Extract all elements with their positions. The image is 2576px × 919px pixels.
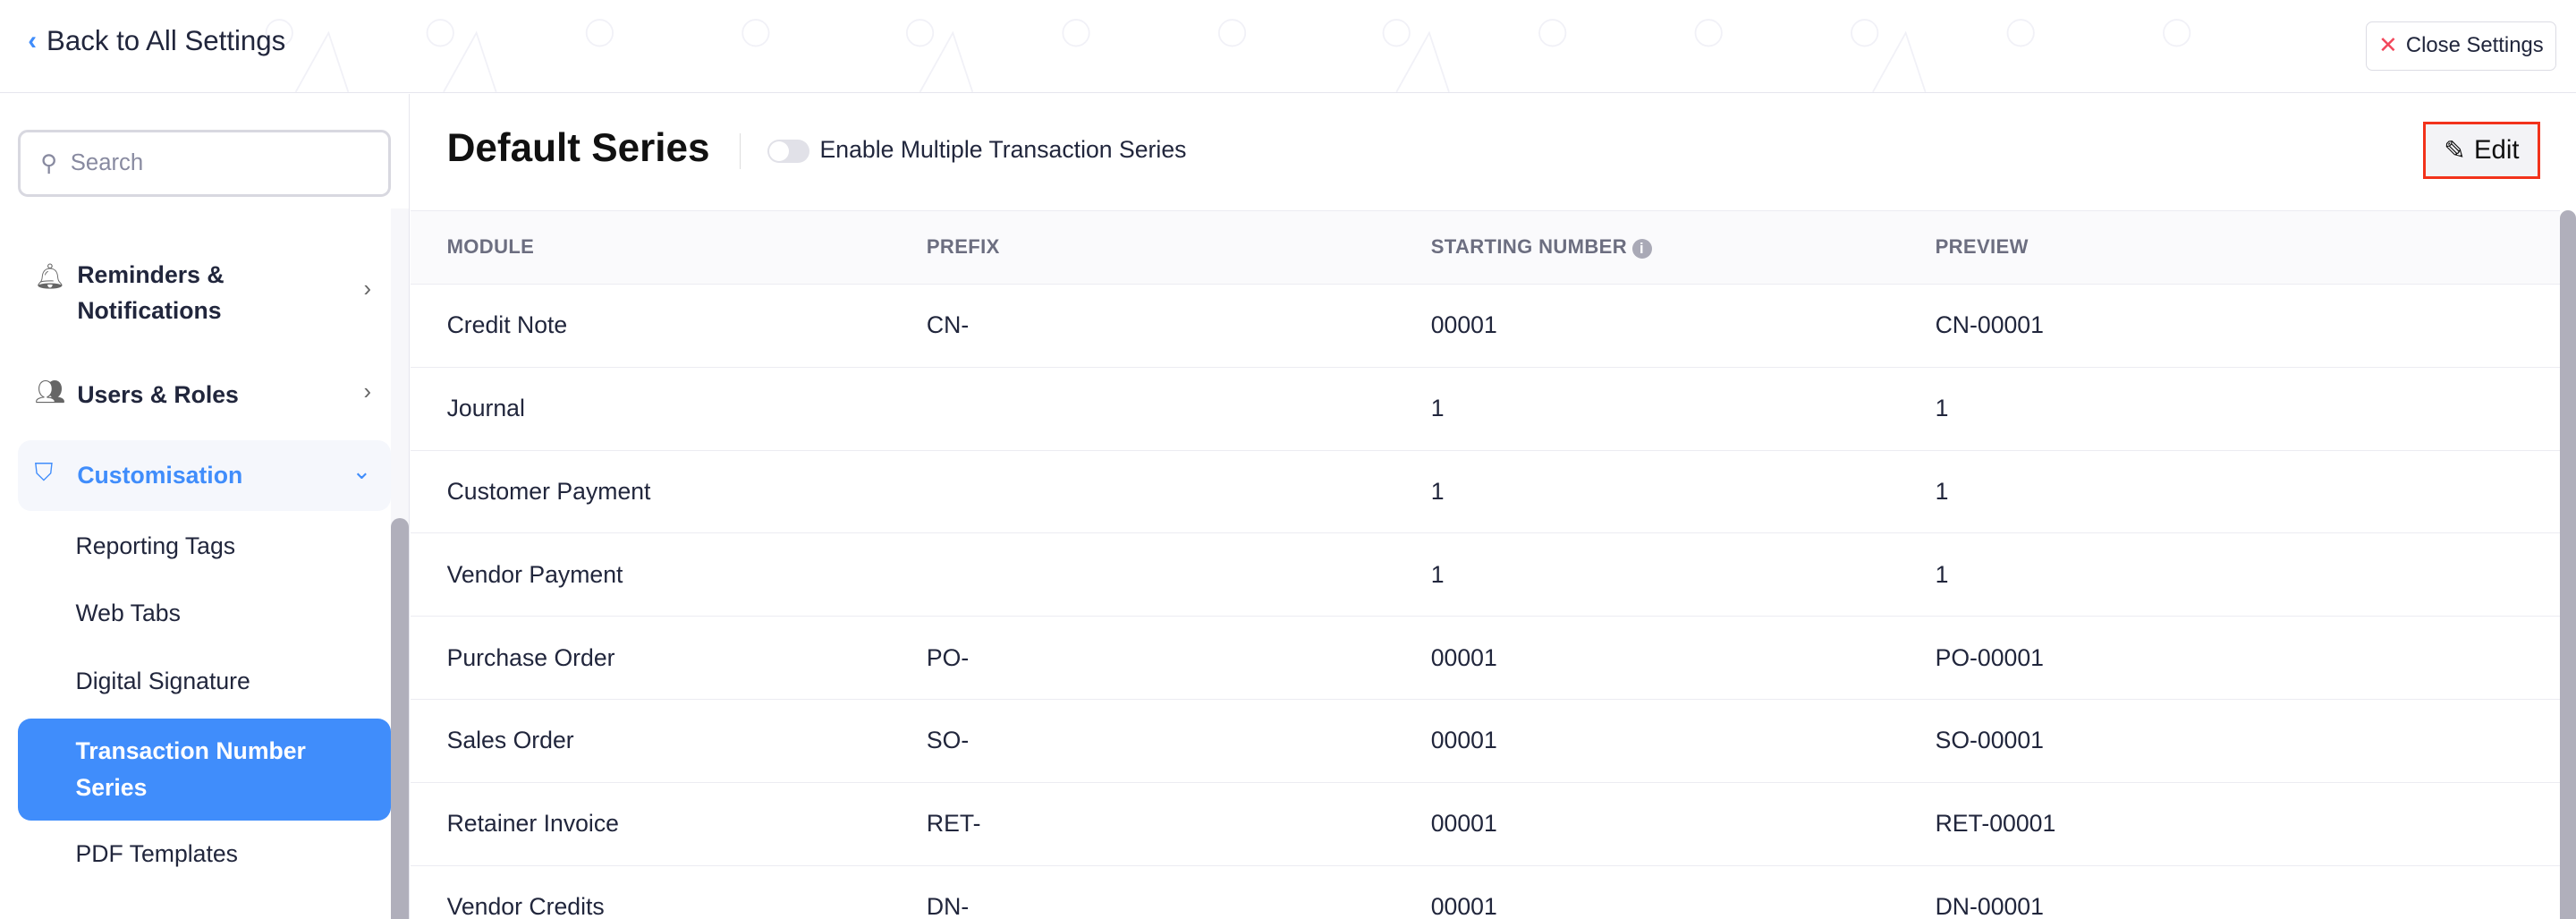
back-to-settings-link[interactable]: ‹ Back to All Settings: [28, 25, 285, 57]
chevron-down-icon: ⌄: [352, 459, 372, 485]
main-scrollbar[interactable]: [2559, 210, 2576, 919]
sidebar-subitem-label: Transaction Number Series: [75, 737, 306, 801]
column-header-label: STARTING NUMBER: [1430, 235, 1628, 259]
table-row: Retainer Invoice RET- 00001 RET-00001: [411, 782, 2560, 866]
cell-starting-number: 00001: [1428, 284, 1934, 368]
close-settings-button[interactable]: ✕ Close Settings: [2365, 21, 2556, 71]
cell-preview: 1: [1933, 367, 2560, 451]
chevron-right-icon: ›: [363, 276, 372, 302]
sidebar-subitem-web-tabs[interactable]: Web Tabs: [75, 600, 181, 627]
cell-starting-number: 1: [1428, 450, 1934, 534]
cell-starting-number: 00001: [1428, 699, 1934, 783]
cell-starting-number: 00001: [1428, 865, 1934, 919]
cell-prefix: SO-: [925, 699, 1429, 783]
customisation-icon: ⛉: [34, 458, 54, 487]
chevron-right-icon: ›: [363, 379, 372, 405]
search-input[interactable]: ⚲ Search: [18, 130, 392, 198]
table-row: Customer Payment 1 1: [411, 450, 2560, 534]
sidebar-item-reminders[interactable]: 🔔︎ Reminders & Notifications ›: [18, 257, 391, 336]
table-row: Vendor Credits DN- 00001 DN-00001: [411, 865, 2560, 919]
cell-prefix: [925, 532, 1429, 617]
bell-icon: 🔔︎: [34, 262, 66, 291]
chevron-left-icon: ‹: [28, 25, 38, 55]
table-row: Vendor Payment 1 1: [411, 532, 2560, 617]
cell-prefix: RET-: [925, 782, 1429, 866]
cell-preview: RET-00001: [1933, 782, 2560, 866]
sidebar-item-users-roles[interactable]: 👥︎ Users & Roles ›: [18, 377, 391, 413]
pencil-icon: ✎: [2444, 135, 2466, 166]
search-icon: ⚲: [40, 150, 58, 176]
cell-starting-number: 00001: [1428, 782, 1934, 866]
cell-module: Vendor Payment: [411, 532, 926, 617]
cell-module: Retainer Invoice: [411, 782, 926, 866]
cell-module: Customer Payment: [411, 450, 926, 534]
cell-module: Sales Order: [411, 699, 926, 783]
multiple-series-toggle[interactable]: [767, 140, 810, 163]
sidebar: ⚲ Search 🔔︎ Reminders & Notifications › …: [0, 93, 411, 919]
column-header-starting-number: STARTING NUMBER i: [1428, 210, 1934, 285]
cell-preview: 1: [1933, 532, 2560, 617]
sidebar-scrollbar[interactable]: [391, 517, 410, 919]
page-title: Default Series: [446, 126, 710, 171]
cell-prefix: DN-: [925, 865, 1429, 919]
close-icon: ✕: [2378, 33, 2398, 59]
divider: [739, 132, 741, 170]
sidebar-subitem-digital-signature[interactable]: Digital Signature: [75, 667, 250, 694]
table-row: Journal 1 1: [411, 367, 2560, 451]
users-icon: 👥︎: [34, 377, 66, 405]
close-label: Close Settings: [2405, 33, 2544, 58]
cell-prefix: [925, 450, 1429, 534]
cell-starting-number: 1: [1428, 367, 1934, 451]
cell-starting-number: 1: [1428, 532, 1934, 617]
info-icon[interactable]: i: [1631, 238, 1652, 259]
column-header-preview: PREVIEW: [1933, 210, 2560, 285]
series-table: MODULE PREFIX STARTING NUMBER i PREVIEW C…: [411, 210, 2560, 919]
sidebar-subitem-transaction-number-series[interactable]: Transaction Number Series: [18, 718, 392, 821]
cell-prefix: [925, 367, 1429, 451]
edit-button[interactable]: ✎ Edit: [2423, 121, 2540, 180]
column-header-prefix: PREFIX: [925, 210, 1429, 285]
cell-preview: CN-00001: [1933, 284, 2560, 368]
header: ‹ Back to All Settings ✕ Close Settings: [0, 0, 2576, 93]
sidebar-item-customisation[interactable]: ⛉ Customisation ⌄: [18, 440, 392, 512]
cell-preview: PO-00001: [1933, 616, 2560, 700]
table-row: Sales Order SO- 00001 SO-00001: [411, 699, 2560, 783]
sidebar-item-label: Reminders & Notifications: [77, 260, 225, 324]
cell-preview: SO-00001: [1933, 699, 2560, 783]
table-row: Credit Note CN- 00001 CN-00001: [411, 284, 2560, 368]
table-row: Purchase Order PO- 00001 PO-00001: [411, 616, 2560, 700]
cell-starting-number: 00001: [1428, 616, 1934, 700]
cell-module: Credit Note: [411, 284, 926, 368]
cell-module: Journal: [411, 367, 926, 451]
column-header-module: MODULE: [411, 210, 926, 285]
toggle-label: Enable Multiple Transaction Series: [819, 136, 1187, 164]
sidebar-item-label: Users & Roles: [77, 380, 239, 408]
search-placeholder: Search: [70, 150, 144, 176]
background-pattern: [265, 19, 2191, 92]
cell-preview: DN-00001: [1933, 865, 2560, 919]
cell-module: Vendor Credits: [411, 865, 926, 919]
sidebar-subitem-pdf-templates[interactable]: PDF Templates: [75, 839, 238, 867]
sidebar-subitem-reporting-tags[interactable]: Reporting Tags: [75, 532, 236, 560]
back-label: Back to All Settings: [47, 24, 286, 56]
cell-preview: 1: [1933, 450, 2560, 534]
table-header-row: MODULE PREFIX STARTING NUMBER i PREVIEW: [411, 210, 2560, 285]
sidebar-item-label: Customisation: [77, 461, 243, 489]
edit-label: Edit: [2473, 135, 2520, 166]
main-content: Default Series Enable Multiple Transacti…: [411, 94, 2576, 919]
cell-prefix: CN-: [925, 284, 1429, 368]
cell-module: Purchase Order: [411, 616, 926, 700]
cell-prefix: PO-: [925, 616, 1429, 700]
